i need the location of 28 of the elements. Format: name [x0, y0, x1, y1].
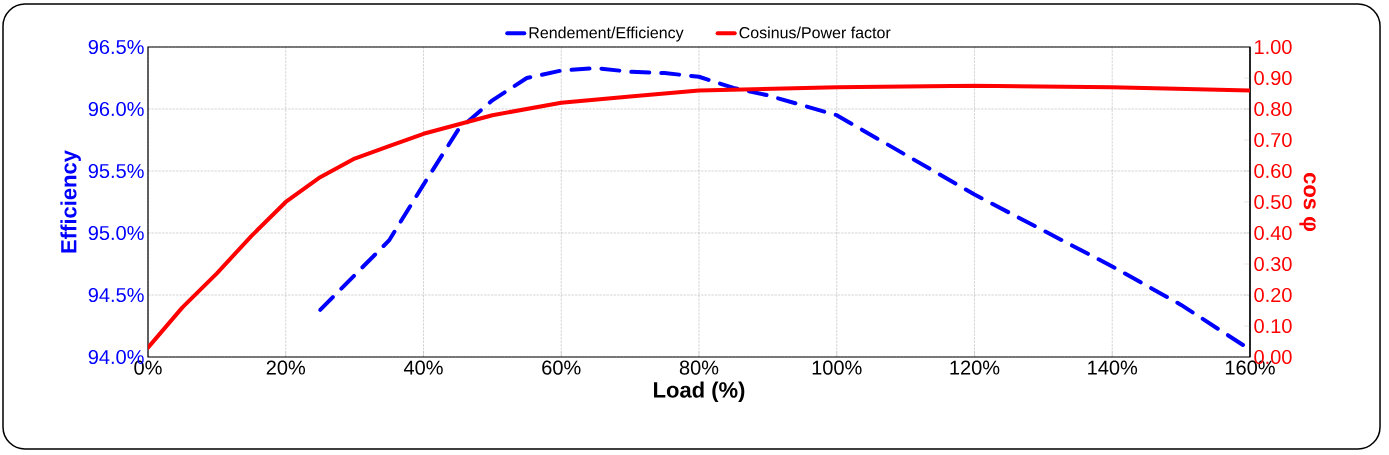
x-tick-label: 60%	[542, 360, 581, 375]
y2-tick-label: 0.20	[1254, 287, 1292, 303]
x-axis-title: Load (%)	[654, 381, 745, 403]
y-tick-label: 96.5%	[88, 39, 144, 55]
legend-label: Cosinus/Power factor	[739, 26, 891, 39]
x-tick-label: 80%	[679, 360, 719, 375]
y2-tick-label: 0.60	[1254, 163, 1292, 179]
legend-label: Rendement/Efficiency	[529, 26, 684, 42]
x-tick-label: 20%	[266, 360, 306, 375]
x-tick-label: 100%	[812, 360, 862, 375]
y2-tick-label: 0.50	[1254, 194, 1292, 210]
x-tick-label: 120%	[950, 360, 1000, 375]
y2-tick-label: 0.40	[1254, 225, 1292, 241]
y-tick-label: 95.5%	[88, 163, 144, 179]
y-tick-label: 96.0%	[88, 101, 144, 117]
y2-tick-label: 0.90	[1254, 70, 1292, 86]
x-tick-label: 40%	[403, 360, 443, 375]
y2-tick-label: 1.00	[1255, 39, 1292, 55]
y-tick-label: 94.5%	[88, 287, 144, 303]
y-tick-label: 95.0%	[88, 225, 144, 241]
y2-tick-label: 0.10	[1254, 318, 1292, 334]
y2-tick-label: 0.80	[1254, 101, 1292, 117]
y2-tick-label: 0.30	[1254, 256, 1292, 272]
y2-axis-title: cos φ	[1299, 172, 1316, 231]
x-tick-label: 140%	[1088, 360, 1138, 375]
line-series	[148, 83, 1250, 350]
y-axis-title: Efficiency	[60, 150, 81, 253]
y2-tick-label: 0.70	[1254, 132, 1292, 148]
